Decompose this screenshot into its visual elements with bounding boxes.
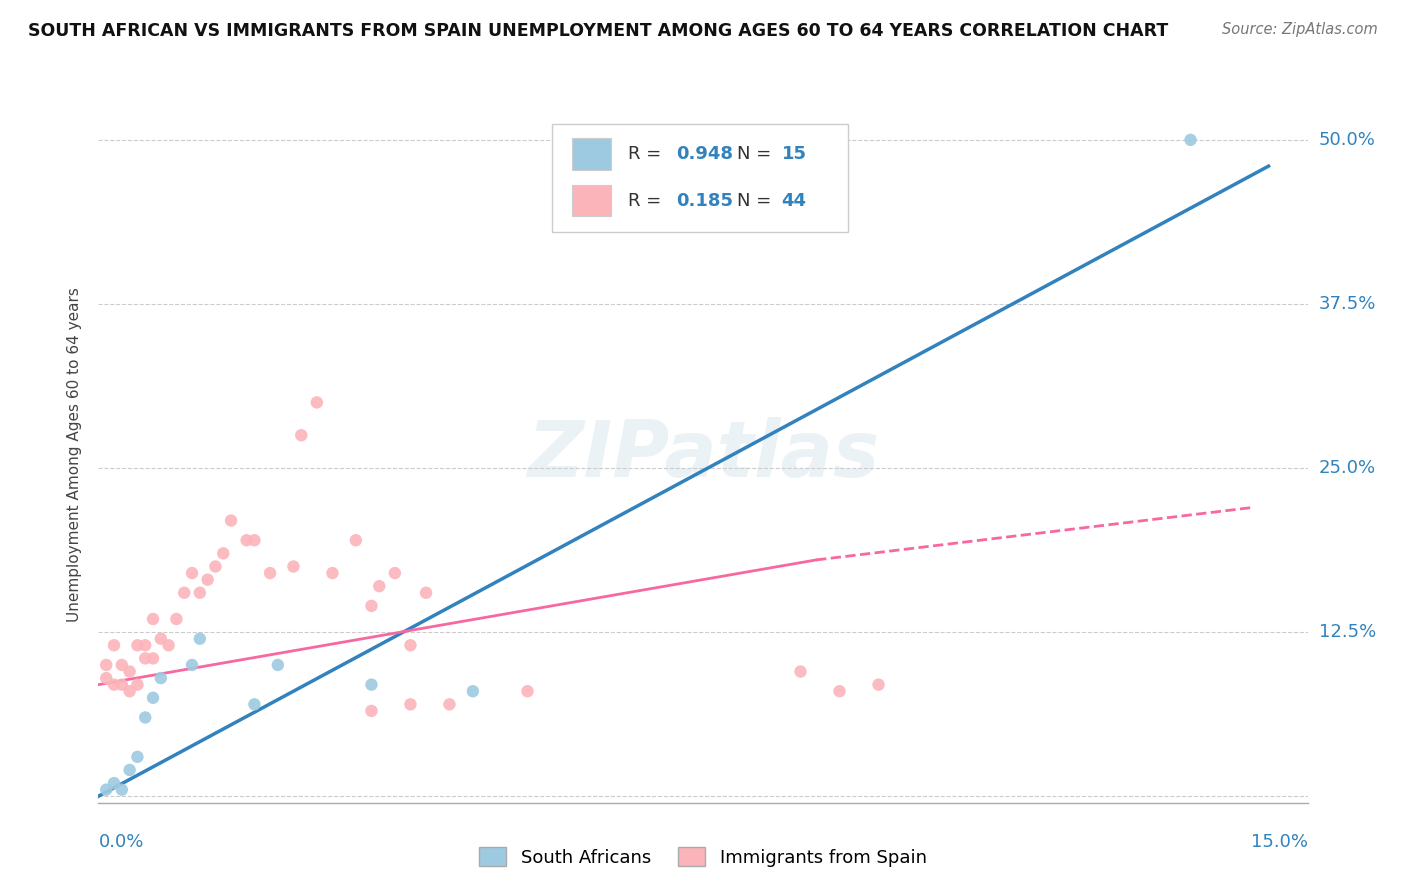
Point [118,684,141,698]
Point [868,678,890,692]
Legend: South Africans, Immigrants from Spain: South Africans, Immigrants from Spain [472,840,934,874]
Point [103,638,125,652]
Point [118,763,141,777]
Point [384,566,406,580]
Point [134,651,156,665]
Point [173,586,195,600]
Point [127,638,149,652]
Point [360,599,382,613]
Point [399,698,422,712]
Point [344,533,367,548]
Point [134,710,156,724]
Point [111,678,134,692]
Point [134,638,156,652]
Text: Source: ZipAtlas.com: Source: ZipAtlas.com [1222,22,1378,37]
Point [259,566,281,580]
Text: 15.0%: 15.0% [1250,833,1308,851]
Y-axis label: Unemployment Among Ages 60 to 64 years: Unemployment Among Ages 60 to 64 years [67,287,83,623]
Point [243,533,266,548]
Point [360,678,382,692]
FancyBboxPatch shape [572,185,612,216]
Point [267,657,290,672]
Point [127,678,149,692]
Point [197,573,219,587]
Point [439,698,461,712]
Point [96,671,118,685]
Point [96,657,118,672]
Point [142,690,165,705]
Point [1180,133,1202,147]
FancyBboxPatch shape [551,124,848,232]
Point [157,638,180,652]
Point [181,566,204,580]
Point [149,671,172,685]
Point [243,698,266,712]
Text: R =: R = [628,192,666,210]
Point [103,678,125,692]
Point [127,749,149,764]
Point [188,586,211,600]
Point [142,651,165,665]
Point [188,632,211,646]
Text: SOUTH AFRICAN VS IMMIGRANTS FROM SPAIN UNEMPLOYMENT AMONG AGES 60 TO 64 YEARS CO: SOUTH AFRICAN VS IMMIGRANTS FROM SPAIN U… [28,22,1168,40]
Point [103,776,125,790]
Point [181,657,204,672]
FancyBboxPatch shape [572,138,612,169]
Point [399,638,422,652]
Point [283,559,305,574]
Point [516,684,538,698]
Point [305,395,328,409]
Text: 0.948: 0.948 [676,145,734,163]
Point [360,704,382,718]
Text: N =: N = [737,145,778,163]
Point [368,579,391,593]
Point [111,782,134,797]
Point [118,665,141,679]
Text: 25.0%: 25.0% [1319,459,1376,477]
Text: N =: N = [737,192,778,210]
Point [149,632,172,646]
Text: 37.5%: 37.5% [1319,295,1376,313]
Point [321,566,343,580]
Text: 15: 15 [782,145,807,163]
Point [789,665,811,679]
Point [461,684,484,698]
Point [235,533,257,548]
Point [219,514,242,528]
Text: 44: 44 [782,192,807,210]
Point [96,782,118,797]
Point [165,612,187,626]
Point [290,428,312,442]
Text: 0.0%: 0.0% [98,833,143,851]
Point [212,546,235,560]
Point [828,684,851,698]
Text: ZIPatlas: ZIPatlas [527,417,879,493]
Point [142,612,165,626]
Text: 12.5%: 12.5% [1319,624,1376,641]
Point [415,586,437,600]
Text: 0.185: 0.185 [676,192,734,210]
Text: R =: R = [628,145,666,163]
Text: 50.0%: 50.0% [1319,131,1375,149]
Point [111,657,134,672]
Point [204,559,226,574]
